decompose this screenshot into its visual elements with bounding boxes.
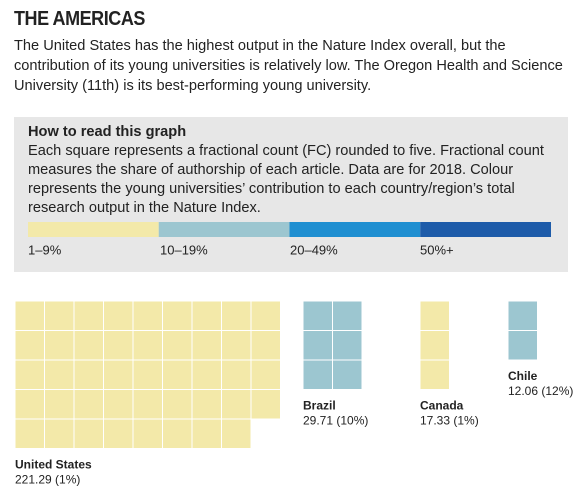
square: [302, 300, 333, 331]
square: [44, 359, 75, 390]
square: [221, 359, 252, 390]
legend-swatch: [289, 222, 421, 237]
country-squares: [419, 300, 450, 390]
square: [191, 389, 222, 420]
square: [103, 418, 134, 449]
square: [162, 330, 193, 361]
country-squares: [14, 300, 281, 449]
square: [250, 389, 281, 420]
square: [507, 300, 538, 331]
country-name: Canada: [420, 399, 464, 413]
square: [44, 330, 75, 361]
square: [73, 418, 104, 449]
square: [73, 359, 104, 390]
square: [44, 300, 75, 331]
square: [221, 389, 252, 420]
country-value: 12.06 (12%): [508, 384, 573, 398]
square: [250, 330, 281, 361]
country-name: United States: [15, 458, 92, 472]
square: [221, 300, 252, 331]
square: [162, 389, 193, 420]
square: [162, 300, 193, 331]
square: [191, 330, 222, 361]
legend-swatch: [420, 222, 551, 237]
square: [250, 359, 281, 390]
square: [44, 389, 75, 420]
square: [73, 300, 104, 331]
country-squares: [302, 300, 363, 390]
square: [14, 300, 45, 331]
square: [332, 330, 363, 361]
square: [419, 300, 450, 331]
country-squares: [507, 300, 538, 361]
square: [73, 330, 104, 361]
guide-text: Each square represents a fractional coun…: [28, 143, 544, 216]
square: [132, 359, 163, 390]
square: [302, 359, 333, 390]
legend-label: 20–49%: [290, 242, 338, 257]
square: [191, 418, 222, 449]
square: [162, 418, 193, 449]
square: [162, 359, 193, 390]
square: [191, 300, 222, 331]
country-value: 221.29 (1%): [15, 473, 80, 487]
legend-swatch: [158, 222, 290, 237]
square: [14, 418, 45, 449]
square: [103, 330, 134, 361]
square: [132, 300, 163, 331]
square: [132, 418, 163, 449]
title: THE AMERICAS: [14, 8, 145, 30]
legend-label: 10–19%: [160, 242, 208, 257]
square: [73, 389, 104, 420]
square: [191, 359, 222, 390]
guide-box: [14, 117, 568, 272]
legend-label: 1–9%: [28, 242, 62, 257]
square: [419, 359, 450, 390]
square: [132, 330, 163, 361]
square: [14, 389, 45, 420]
square: [132, 389, 163, 420]
legend-swatch: [28, 222, 159, 237]
square: [507, 330, 538, 361]
legend-label: 50%+: [420, 242, 454, 257]
guide-heading: How to read this graph: [28, 124, 187, 140]
square: [332, 300, 363, 331]
country-name: Chile: [508, 369, 538, 383]
square: [250, 300, 281, 331]
square: [221, 330, 252, 361]
country-name: Brazil: [303, 399, 336, 413]
square: [103, 359, 134, 390]
intro: The United States has the highest output…: [14, 38, 563, 94]
square: [14, 330, 45, 361]
square: [103, 389, 134, 420]
square: [221, 418, 252, 449]
square: [44, 418, 75, 449]
square: [14, 359, 45, 390]
square: [332, 359, 363, 390]
square: [103, 300, 134, 331]
square: [419, 330, 450, 361]
country-value: 29.71 (10%): [303, 414, 368, 428]
country-value: 17.33 (1%): [420, 414, 479, 428]
square: [302, 330, 333, 361]
